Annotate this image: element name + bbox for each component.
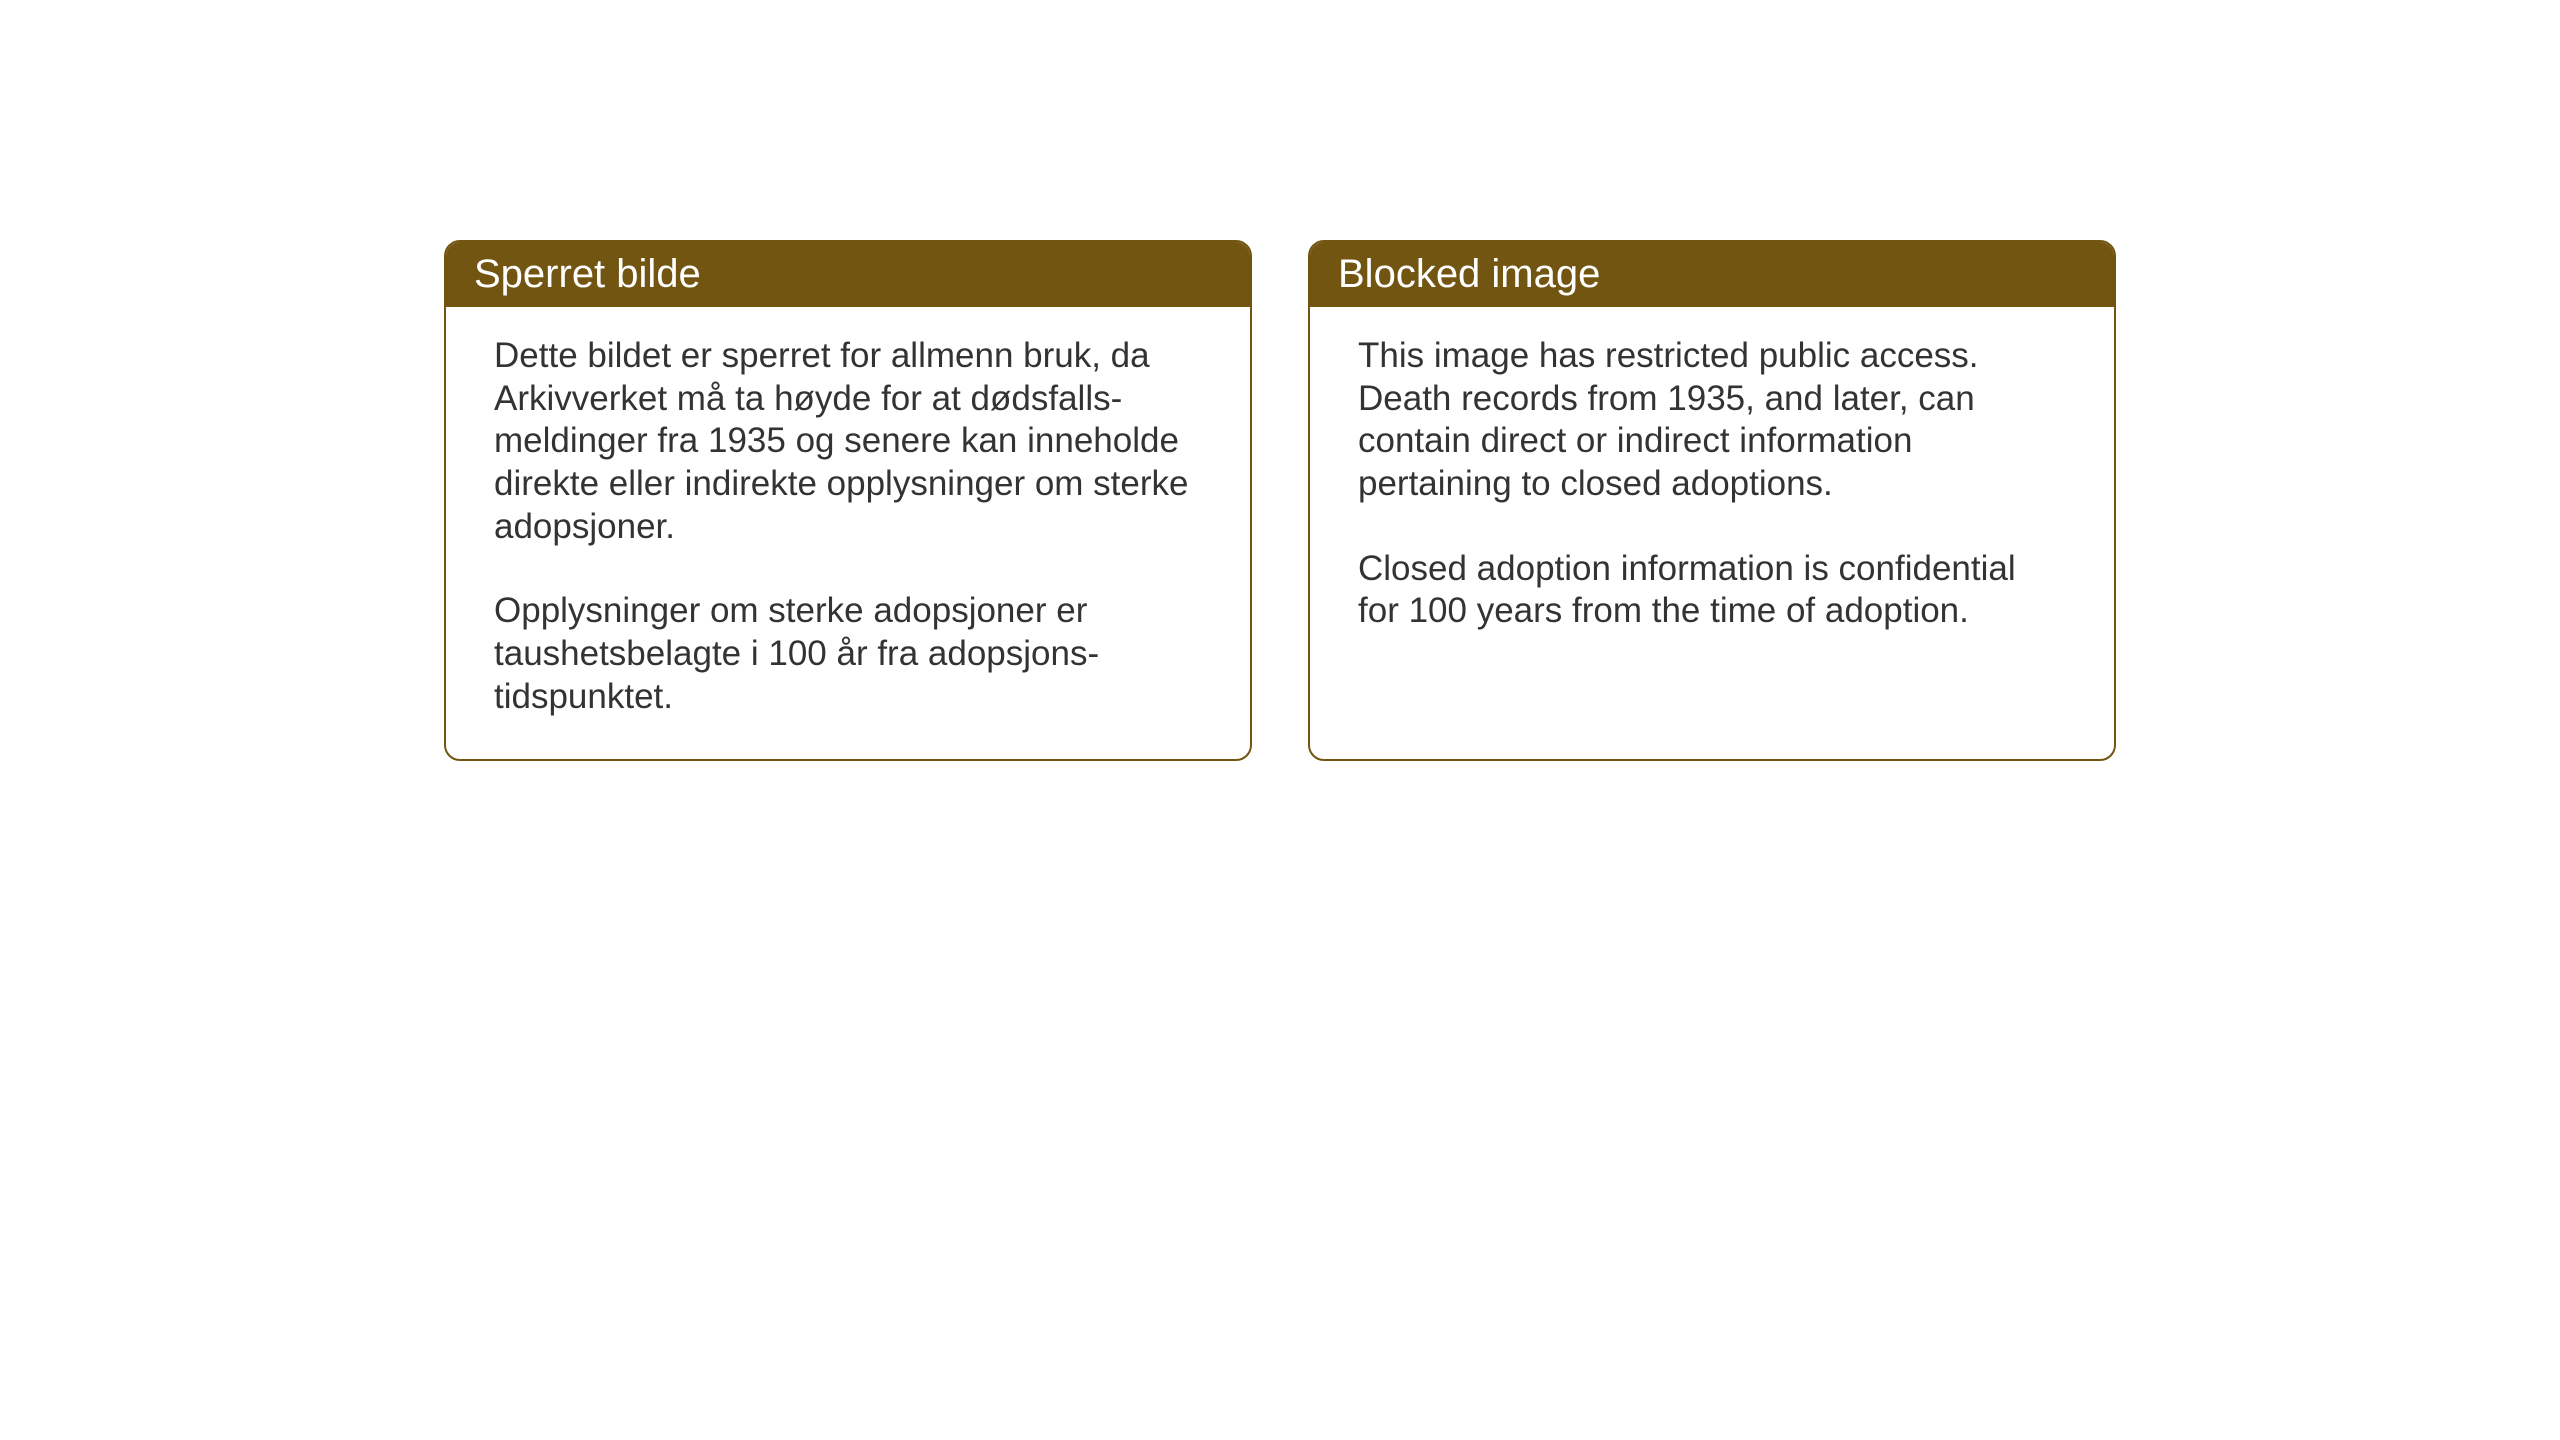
norwegian-card-header: Sperret bilde xyxy=(446,242,1250,307)
english-card-body: This image has restricted public access.… xyxy=(1310,307,2114,747)
norwegian-card-body: Dette bildet er sperret for allmenn bruk… xyxy=(446,307,1250,759)
english-notice-card: Blocked image This image has restricted … xyxy=(1308,240,2116,761)
notice-cards-container: Sperret bilde Dette bildet er sperret fo… xyxy=(444,240,2116,761)
english-card-header: Blocked image xyxy=(1310,242,2114,307)
norwegian-notice-card: Sperret bilde Dette bildet er sperret fo… xyxy=(444,240,1252,761)
norwegian-paragraph-1: Dette bildet er sperret for allmenn bruk… xyxy=(494,335,1202,548)
english-paragraph-2: Closed adoption information is confident… xyxy=(1358,548,2066,633)
norwegian-paragraph-2: Opplysninger om sterke adopsjoner er tau… xyxy=(494,590,1202,718)
norwegian-card-title: Sperret bilde xyxy=(474,252,1222,297)
english-card-title: Blocked image xyxy=(1338,252,2086,297)
english-paragraph-1: This image has restricted public access.… xyxy=(1358,335,2066,506)
